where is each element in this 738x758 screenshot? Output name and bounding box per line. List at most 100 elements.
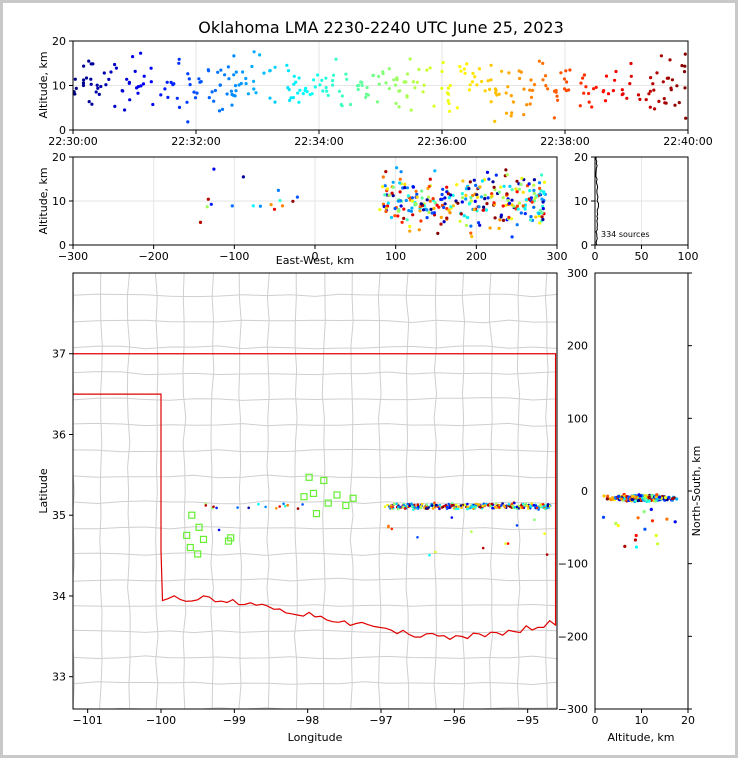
- lma-source-point: [638, 97, 642, 101]
- lma-source-point: [393, 83, 398, 87]
- lma-source-point: [375, 100, 380, 104]
- lma-source-point: [628, 82, 632, 86]
- lma-source-point: [419, 202, 423, 206]
- lma-source-point: [463, 71, 467, 75]
- eastwest-tick-label: 300: [547, 250, 568, 263]
- lma-source-point: [411, 80, 415, 84]
- lma-source-point: [403, 182, 407, 186]
- lma-source-point: [525, 504, 529, 508]
- lma-source-point: [541, 503, 545, 506]
- lma-source-point: [136, 85, 140, 89]
- lma-source-point: [655, 71, 659, 75]
- lma-source-point: [99, 84, 103, 89]
- histogram-tick-label: 0: [581, 239, 588, 252]
- lma-source-point: [425, 68, 429, 72]
- lma-source-point: [418, 205, 422, 209]
- northsouth-frame: [594, 272, 689, 710]
- lma-source-point: [474, 505, 478, 509]
- lma-source-point: [522, 87, 526, 91]
- lma-source-point: [443, 202, 447, 206]
- lma-source-point: [683, 52, 687, 56]
- lma-source-point: [680, 64, 684, 68]
- lma-source-point: [488, 226, 492, 230]
- lma-source-point: [433, 169, 437, 173]
- lma-source-point: [509, 114, 513, 118]
- longitude-tick-label: −95: [516, 714, 539, 727]
- county-border: [99, 273, 103, 709]
- lma-source-point: [227, 77, 231, 81]
- lma-source-point: [451, 204, 455, 208]
- lma-source-point: [517, 187, 522, 191]
- lma-source-point: [521, 190, 525, 194]
- lma-source-point: [480, 179, 484, 183]
- lma-source-point: [442, 205, 446, 210]
- plan-view-panel: −101 −100 −99 −98 −97 −96 −95 33 34 35 36 37 Latitu…: [37, 272, 558, 744]
- lma-source-point: [541, 61, 545, 65]
- lma-source-point: [630, 494, 635, 499]
- lma-source-point: [345, 77, 349, 81]
- lma-source-point: [539, 189, 543, 193]
- lma-source-point: [497, 226, 501, 230]
- lma-source-point: [172, 82, 176, 86]
- lma-source-point: [139, 51, 143, 55]
- lma-source-point: [537, 181, 542, 185]
- histogram-tick-label: 20: [574, 151, 588, 164]
- lma-source-point: [390, 191, 394, 195]
- lma-source-point: [230, 103, 234, 107]
- lma-source-point: [667, 495, 671, 500]
- lma-source-point: [384, 170, 388, 174]
- lma-source-point: [582, 73, 587, 77]
- lma-source-point: [325, 89, 329, 93]
- lma-source-point: [613, 78, 617, 82]
- longitude-tick-label: −97: [369, 714, 392, 727]
- lma-source-point: [477, 221, 481, 225]
- lma-source-point: [532, 503, 536, 507]
- lma-source-point: [296, 507, 300, 510]
- lma-source-point: [212, 167, 216, 171]
- lma-source-point: [508, 184, 512, 188]
- lma-source-point: [486, 503, 490, 507]
- lma-source-point: [670, 78, 675, 82]
- lma-source-point: [186, 120, 190, 124]
- lma-source-point: [433, 201, 437, 205]
- latitude-tick-label: 35: [52, 509, 66, 522]
- lma-source-point: [389, 505, 393, 509]
- lma-source-point: [410, 206, 414, 210]
- lma-source-point: [643, 527, 647, 531]
- lma-source-point: [241, 175, 245, 179]
- lma-station: [309, 489, 318, 497]
- lma-source-point: [387, 87, 391, 91]
- lma-source-point: [655, 493, 659, 497]
- lma-source-point: [659, 54, 664, 58]
- northsouth-tick-label: −300: [558, 703, 588, 716]
- latitude-tick-label: 34: [52, 590, 66, 603]
- lma-station: [186, 543, 194, 552]
- lma-source-point: [507, 201, 512, 205]
- lma-source-point: [166, 95, 170, 99]
- lma-source-point: [139, 84, 143, 88]
- lma-source-point: [438, 507, 441, 510]
- lma-source-point: [472, 178, 476, 182]
- lma-source-point: [500, 69, 504, 73]
- altitude-histogram-panel: 0 50 100 0 10 20 334 sources: [574, 151, 699, 263]
- lma-source-point: [470, 80, 475, 84]
- altitude-tick-label: 20: [52, 151, 66, 164]
- lma-source-point: [513, 506, 517, 509]
- lma-station: [320, 476, 328, 485]
- lma-source-point: [73, 77, 77, 81]
- lma-source-point: [538, 221, 542, 225]
- lma-source-point: [415, 80, 419, 84]
- lma-source-point: [262, 71, 266, 75]
- lma-source-point: [340, 94, 344, 98]
- lma-source-point: [448, 83, 452, 88]
- lma-source-point: [629, 61, 633, 66]
- lma-source-point: [546, 87, 550, 91]
- lma-source-point: [644, 98, 648, 102]
- lma-station: [194, 550, 202, 558]
- altitude-tick-label: 0: [59, 124, 66, 137]
- lma-source-point: [541, 207, 545, 211]
- lma-source-point: [655, 497, 659, 501]
- lma-station: [349, 494, 357, 502]
- lma-source-point: [210, 90, 214, 94]
- lma-source-point: [205, 205, 209, 209]
